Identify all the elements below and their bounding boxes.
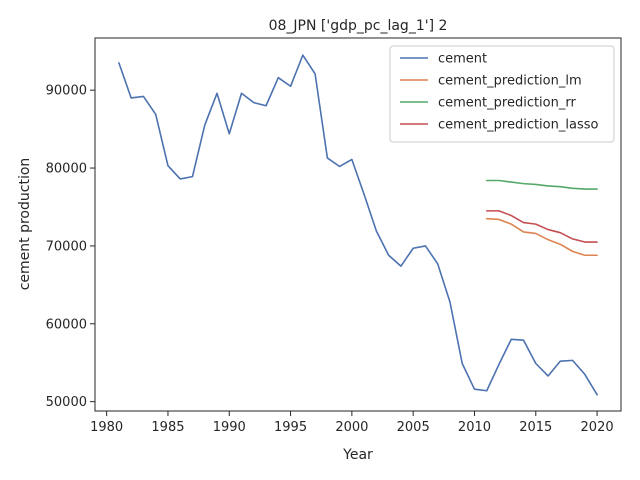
x-axis-title: Year — [342, 447, 373, 463]
legend-label: cement — [438, 52, 487, 67]
x-tick-label: 2005 — [397, 420, 430, 435]
x-axis: 1980 1985 1990 1995 2000 2005 2010 2015 2020 — [90, 411, 614, 435]
legend-label: cement_prediction_lasso — [438, 118, 598, 133]
y-tick-label: 50000 — [46, 395, 87, 410]
series-line-cement — [118, 54, 598, 396]
series-line-cement-prediction-lm — [485, 217, 598, 257]
y-tick-label: 70000 — [46, 239, 87, 254]
axes-frame — [94, 37, 622, 412]
chart-title: 08_JPN ['gdp_pc_lag_1'] 2 — [269, 18, 448, 34]
y-tick-label: 60000 — [46, 317, 87, 332]
x-tick-label: 1995 — [274, 420, 307, 435]
x-tick-label: 1980 — [90, 420, 123, 435]
x-tick-label: 2010 — [458, 420, 491, 435]
legend-label: cement_prediction_lm — [438, 74, 582, 89]
y-axis-title: cement production — [17, 158, 33, 291]
legend-box — [389, 45, 615, 143]
x-tick-label: 1985 — [151, 420, 184, 435]
series-line-cement-prediction-rr — [485, 179, 598, 190]
y-axis: 50000 60000 70000 80000 90000 — [46, 84, 95, 410]
series-layer — [118, 54, 598, 396]
x-tick-label: 2020 — [581, 420, 614, 435]
y-tick-label: 80000 — [46, 162, 87, 177]
series-line-cement-prediction-lasso — [485, 210, 598, 243]
x-tick-label: 2015 — [519, 420, 552, 435]
x-tick-label: 2000 — [335, 420, 368, 435]
y-tick-label: 90000 — [46, 84, 87, 99]
x-tick-label: 1990 — [213, 420, 246, 435]
legend-label: cement_prediction_rr — [438, 96, 576, 111]
legend: cement cement_prediction_lm cement_predict… — [389, 45, 615, 143]
